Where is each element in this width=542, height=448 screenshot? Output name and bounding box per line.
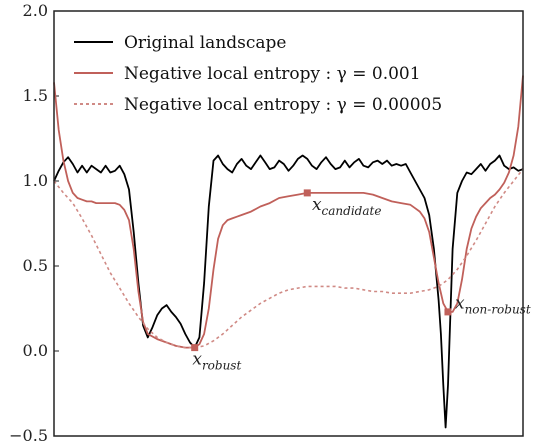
point-marker	[444, 308, 452, 316]
point-annotation: xnon-robust	[455, 294, 531, 317]
point-marker	[303, 189, 311, 197]
y-tick-label: 0.0	[23, 341, 48, 360]
marker-layer	[191, 189, 452, 352]
series-line-2	[53, 168, 524, 349]
point-annotation: xcandidate	[312, 195, 381, 218]
series-line-0	[53, 154, 524, 429]
annotation-layer: xrobust xcandidate xnon-robust	[192, 195, 530, 373]
y-tick-label: −0.5	[9, 426, 48, 445]
plot-frame	[53, 10, 524, 437]
point-annotation: xrobust	[192, 350, 241, 373]
legend-label-0: Original landscape	[124, 33, 286, 53]
y-tick-label: 2.0	[23, 1, 48, 20]
tick-layer: −0.5 0.0 0.5 1.0 1.5 2.0	[9, 1, 59, 445]
y-tick-label: 1.5	[23, 86, 48, 105]
series-line-1	[53, 75, 524, 349]
legend-label-2: Negative local entropy : γ = 0.00005	[124, 95, 442, 115]
point-marker	[191, 344, 199, 352]
y-tick-label: 0.5	[23, 256, 48, 275]
y-tick-label: 1.0	[23, 171, 48, 190]
legend: Original landscape Negative local entropy…	[74, 33, 442, 115]
legend-label-1: Negative local entropy : γ = 0.001	[124, 64, 421, 84]
series-layer	[53, 75, 524, 429]
